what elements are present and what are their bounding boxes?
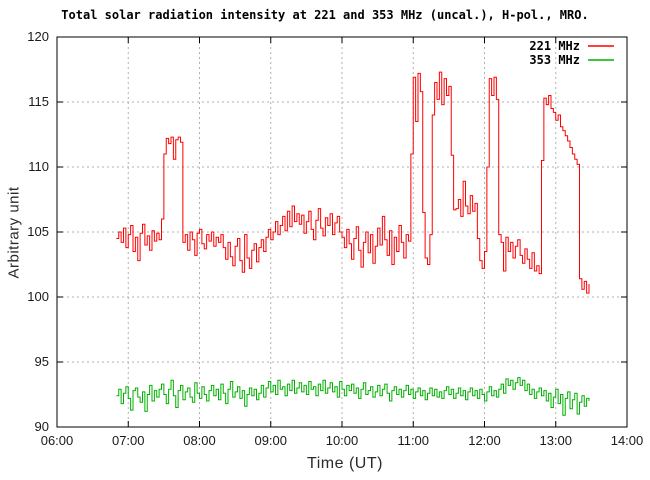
chart-title: Total solar radiation intensity at 221 a… (61, 8, 589, 22)
y-tick-label: 105 (27, 224, 49, 239)
legend-item: 221 MHz (529, 39, 614, 53)
y-tick-label: 95 (35, 354, 49, 369)
x-tick-label: 09:00 (254, 433, 287, 448)
x-tick-label: 10:00 (326, 433, 359, 448)
y-tick-label: 90 (35, 419, 49, 434)
series-353-mhz-line (116, 377, 590, 416)
series-221-mhz-line (116, 71, 590, 294)
y-tick-label: 110 (28, 159, 49, 174)
x-tick-label: 13:00 (539, 433, 572, 448)
legend-label: 221 MHz (529, 39, 580, 53)
x-tick-label: 12:00 (468, 433, 501, 448)
x-tick-label: 11:00 (397, 433, 429, 448)
legend-label: 353 MHz (529, 53, 580, 67)
y-axis-label: Arbitrary unit (5, 186, 23, 279)
y-tick-label: 120 (27, 29, 49, 44)
y-tick-label: 115 (28, 94, 49, 109)
x-tick-label: 07:00 (112, 433, 145, 448)
x-tick-label: 08:00 (183, 433, 216, 448)
y-tick-label: 100 (27, 289, 49, 304)
x-tick-label: 06:00 (41, 433, 74, 448)
x-tick-label: 14:00 (611, 433, 644, 448)
x-axis-label: Time (UT) (307, 455, 383, 472)
legend-item: 353 MHz (529, 53, 614, 67)
